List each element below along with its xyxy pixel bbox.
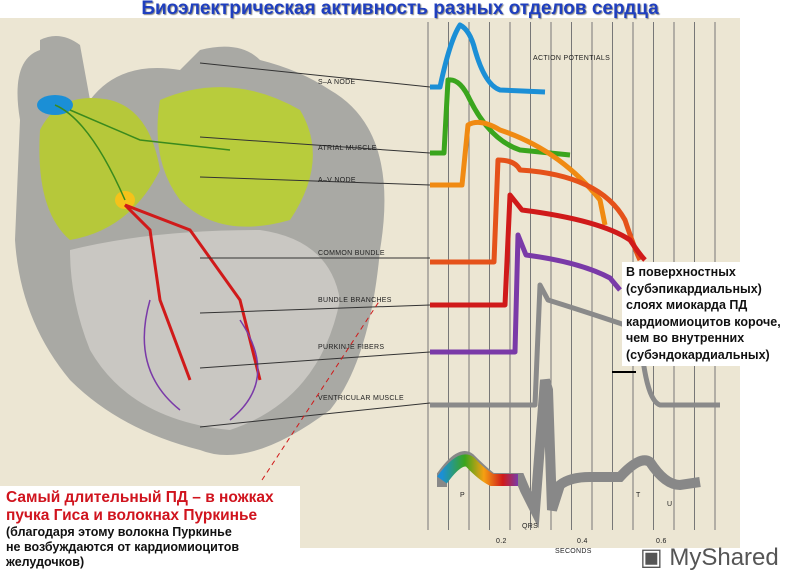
note-left-body-1: (благодаря этому волокна Пуркинье (6, 525, 232, 539)
note-left-body-2: не возбуждаются от кардиомиоцитов (6, 540, 240, 554)
action-potential-trace-7 (430, 282, 720, 408)
tick-0-4: 0.4 (577, 538, 588, 545)
action-potential-trace-1 (430, 22, 546, 95)
action-potentials-heading: ACTION POTENTIALS (533, 55, 610, 62)
label-leader-line (199, 176, 431, 186)
action-potential-trace-2 (430, 77, 571, 158)
structure-label: PURKINJE FIBERS (318, 344, 384, 351)
label-leader-line (199, 136, 431, 154)
myshared-logo[interactable]: ▣ MyShared (640, 543, 779, 572)
label-leader-line (199, 351, 431, 369)
action-potential-trace-6 (430, 232, 622, 355)
note-right-line: слоях миокарда ПД (626, 298, 748, 312)
note-left-headline-2: пучка Гиса и волокнах Пуркинье (6, 507, 258, 524)
note-left: Самый длительный ПД – в ножках пучка Гис… (0, 486, 300, 576)
action-potential-trace-3 (430, 119, 608, 226)
t-wave-label: T (636, 492, 641, 499)
note-right-line: В поверхностных (626, 265, 736, 279)
logo-text: MyShared (669, 544, 779, 571)
structure-label: COMMON BUNDLE (318, 250, 385, 257)
note-right-line: (субэндокардиальных) (626, 347, 770, 362)
tick-0-6: 0.6 (656, 538, 667, 545)
note-right-line: чем во внутренних (626, 331, 745, 345)
note-left-headline-1: Самый длительный ПД – в ножках (6, 489, 274, 506)
ecg-trace: P QRS T U 0.2 0.4 0.6 SECONDS (437, 378, 701, 555)
note-left-body-3: желудочков) (6, 555, 85, 569)
slide-title: Биоэлектрическая активность разных отдел… (141, 0, 659, 19)
p-wave-label: P (460, 492, 465, 499)
note-right-line: (субэпикардиальных) (626, 281, 762, 296)
structure-label: A–V NODE (318, 177, 356, 184)
label-leader-line (199, 304, 431, 314)
structure-label: VENTRICULAR MUSCLE (318, 395, 404, 402)
u-wave-label: U (667, 501, 672, 508)
label-leader-line (199, 62, 431, 88)
note-right-line: кардиомиоцитов короче, (626, 314, 781, 329)
action-potential-traces (430, 22, 720, 408)
structure-labels: S–A NODE ATRIAL MUSCLE A–V NODE COMMON BUND… (199, 62, 431, 428)
seconds-axis-label: SECONDS (555, 548, 592, 555)
heart-illustration (15, 36, 385, 455)
structure-label: ATRIAL MUSCLE (318, 145, 377, 152)
label-leader-line (199, 402, 431, 428)
structure-label: BUNDLE BRANCHES (318, 297, 392, 304)
tick-0-2: 0.2 (496, 538, 507, 545)
structure-label: S–A NODE (318, 79, 355, 86)
presentation-icon: ▣ (640, 544, 663, 571)
qrs-label: QRS (522, 523, 538, 530)
action-potential-trace-5 (430, 192, 647, 308)
note-right: В поверхностных (субэпикардиальных) слоя… (622, 262, 800, 366)
